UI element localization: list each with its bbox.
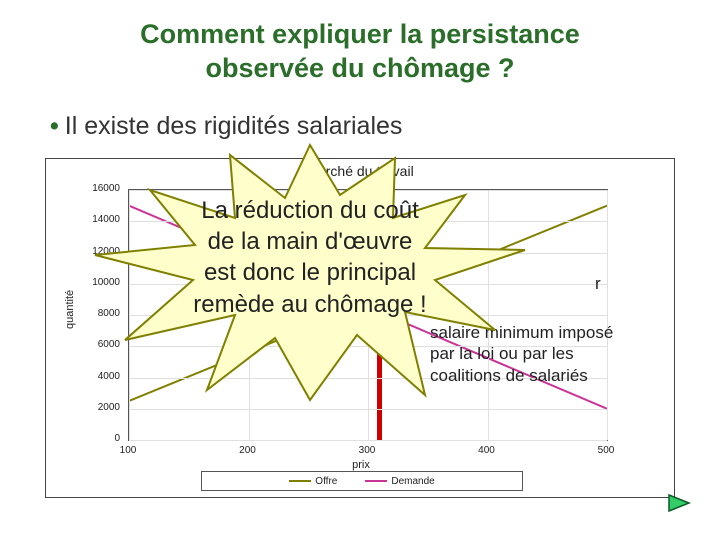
starburst-text: La réduction du coût de la main d'œuvre … xyxy=(95,195,525,320)
burst-line-1: La réduction du coût xyxy=(201,197,419,224)
legend-label-demande: Demande xyxy=(391,476,434,487)
bullet-text: Il existe des rigidités salariales xyxy=(65,112,403,140)
slide-title: Comment expliquer la persistance observé… xyxy=(0,18,720,86)
annotation-fragment-1: r xyxy=(595,273,601,294)
chart-xtick: 400 xyxy=(472,445,502,456)
chart-legend: Offre Demande xyxy=(201,471,523,491)
chart-xtick: 200 xyxy=(233,445,263,456)
legend-item-offre: Offre xyxy=(289,476,337,487)
starburst-callout: La réduction du coût de la main d'œuvre … xyxy=(95,140,525,400)
chart-ytick: 0 xyxy=(75,433,120,444)
burst-line-2: de la main d'œuvre xyxy=(208,228,413,255)
burst-line-4: remède au chômage ! xyxy=(193,291,426,318)
bullet-dot: • xyxy=(50,112,59,140)
next-slide-button[interactable] xyxy=(666,492,692,514)
chart-ytick: 2000 xyxy=(75,402,120,413)
chart-x-axis-label: prix xyxy=(46,459,676,471)
chart-xtick: 300 xyxy=(352,445,382,456)
legend-swatch-demande xyxy=(365,480,387,482)
chart-xtick: 100 xyxy=(113,445,143,456)
title-line-2: observée du chômage ? xyxy=(205,53,514,83)
bullet-row: •Il existe des rigidités salariales xyxy=(50,112,402,141)
triangle-right-icon xyxy=(666,492,692,514)
legend-item-demande: Demande xyxy=(365,476,434,487)
legend-swatch-offre xyxy=(289,480,311,482)
legend-label-offre: Offre xyxy=(315,476,337,487)
burst-line-3: est donc le principal xyxy=(204,259,416,286)
title-line-1: Comment expliquer la persistance xyxy=(140,19,580,49)
chart-xtick: 500 xyxy=(591,445,621,456)
